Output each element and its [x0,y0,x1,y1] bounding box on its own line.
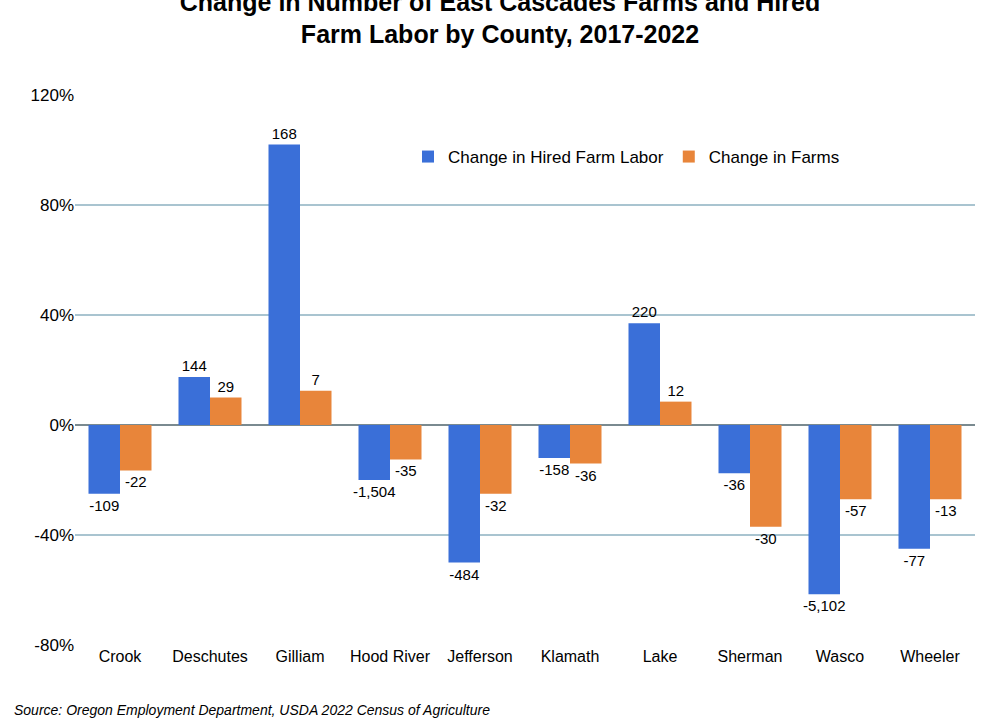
svg-text:Wasco: Wasco [816,648,864,665]
svg-text:-40%: -40% [34,526,74,545]
svg-text:Jefferson: Jefferson [447,648,513,665]
svg-text:-57: -57 [845,502,867,519]
svg-text:-13: -13 [935,502,957,519]
svg-text:-22: -22 [125,473,147,490]
svg-text:Crook: Crook [99,648,143,665]
svg-text:-36: -36 [723,476,745,493]
svg-text:Wheeler: Wheeler [900,648,960,665]
svg-text:0%: 0% [49,416,74,435]
svg-text:40%: 40% [40,306,74,325]
svg-text:Hood River: Hood River [350,648,431,665]
svg-text:168: 168 [272,125,297,142]
svg-text:Change in Farms: Change in Farms [709,148,839,167]
svg-text:-32: -32 [485,497,507,514]
svg-text:Sherman: Sherman [718,648,783,665]
svg-text:-80%: -80% [34,636,74,655]
svg-text:120%: 120% [31,86,74,105]
svg-text:12: 12 [667,382,684,399]
svg-text:-36: -36 [575,467,597,484]
svg-text:29: 29 [217,378,234,395]
svg-text:Lake: Lake [643,648,678,665]
svg-text:80%: 80% [40,196,74,215]
svg-text:-77: -77 [903,552,925,569]
svg-text:Deschutes: Deschutes [172,648,248,665]
svg-text:-158: -158 [539,461,569,478]
svg-text:-35: -35 [395,462,417,479]
svg-text:-5,102: -5,102 [803,597,846,614]
svg-text:-484: -484 [449,566,479,583]
svg-text:144: 144 [182,357,207,374]
svg-text:7: 7 [312,371,320,388]
svg-text:-109: -109 [89,497,119,514]
svg-text:Change in Hired Farm Labor: Change in Hired Farm Labor [448,148,664,167]
svg-text:-1,504: -1,504 [353,483,396,500]
svg-text:Klamath: Klamath [541,648,600,665]
svg-text:220: 220 [632,303,657,320]
svg-text:Source: Oregon Employment Depa: Source: Oregon Employment Department, US… [14,702,490,718]
svg-text:Gilliam: Gilliam [276,648,325,665]
svg-text:Change in Number of East Casca: Change in Number of East Cascades Farms … [180,0,820,48]
svg-text:-30: -30 [755,530,777,547]
